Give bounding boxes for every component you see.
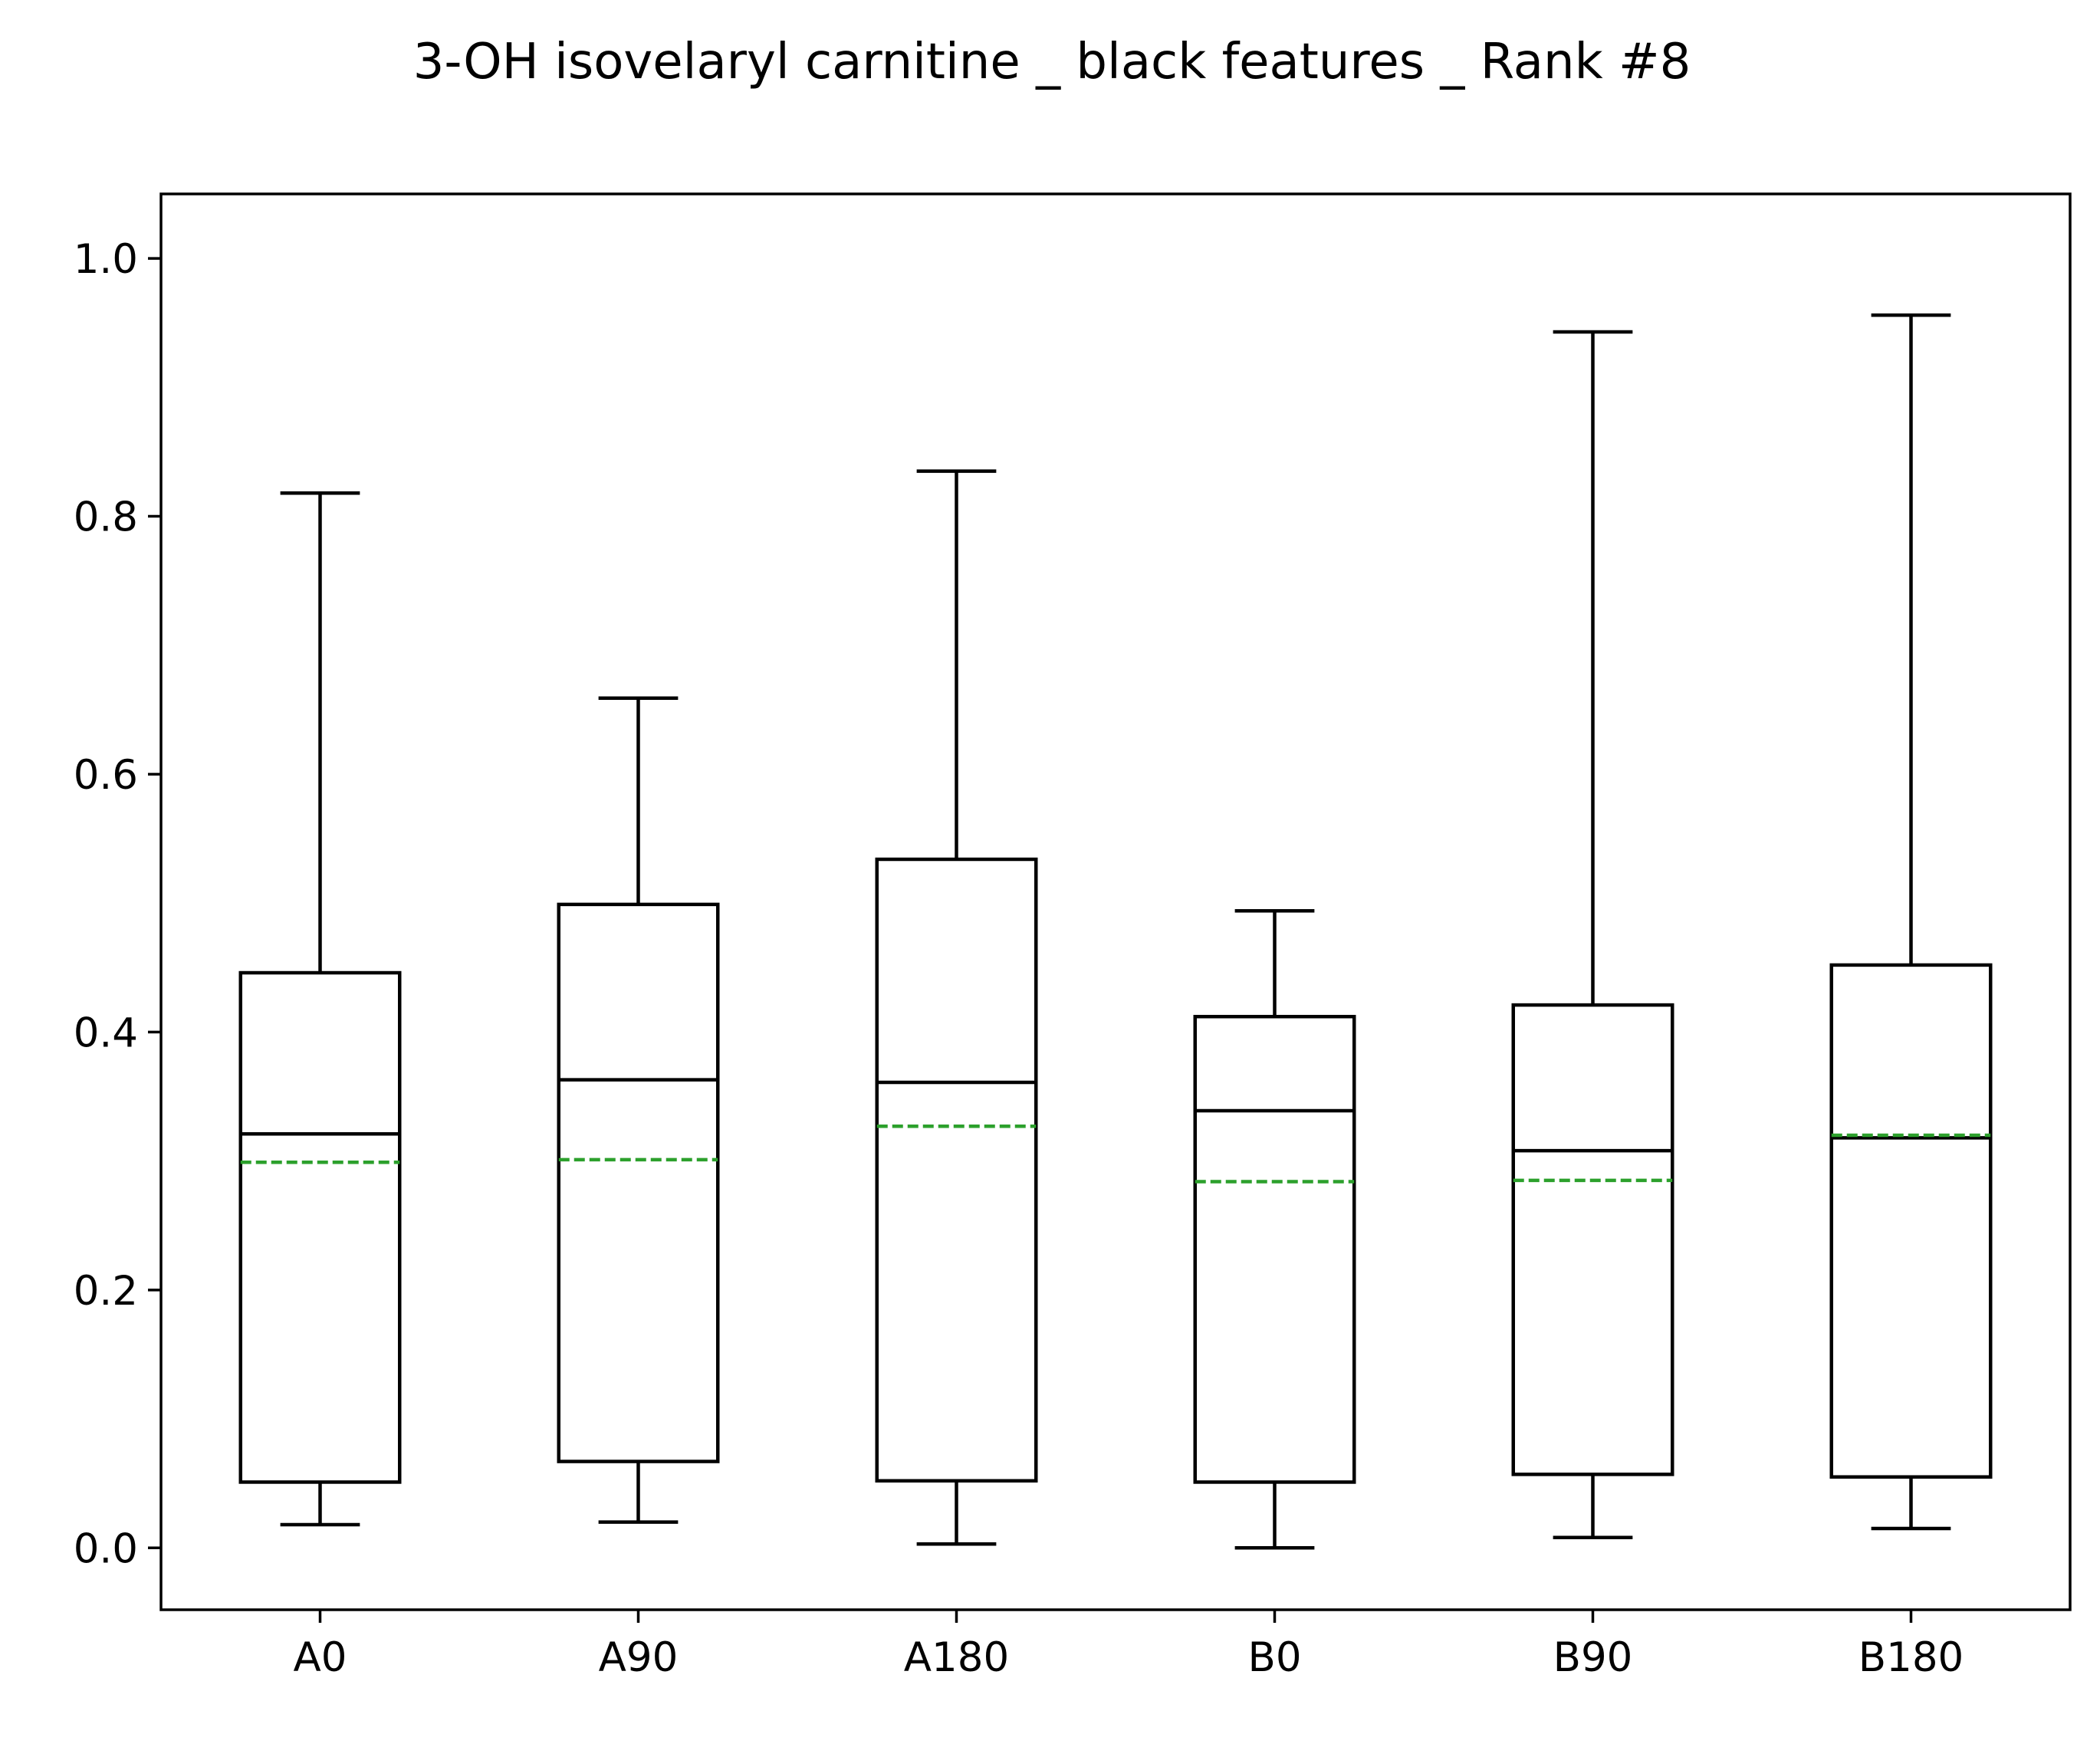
y-tick-label: 0.4 (74, 1010, 138, 1056)
y-tick-label: 0.8 (74, 494, 138, 541)
iqr-box (875, 857, 1038, 1483)
iqr-box (1829, 963, 1993, 1479)
y-tick-label: 0.6 (74, 752, 138, 799)
box-b0 (1193, 909, 1356, 1550)
iqr-box (1511, 1003, 1674, 1476)
iqr-box (238, 970, 402, 1484)
x-tick-label: B90 (1553, 1634, 1633, 1681)
x-tick-label: A180 (904, 1634, 1009, 1681)
x-tick-label: A90 (599, 1634, 679, 1681)
iqr-box (557, 902, 720, 1463)
x-tick-label: A0 (294, 1634, 347, 1681)
iqr-box (1193, 1014, 1356, 1484)
y-tick-label: 1.0 (74, 236, 138, 283)
plot-frame (159, 192, 2072, 1611)
y-tick-label: 0.2 (74, 1268, 138, 1315)
box-b180 (1829, 313, 1993, 1531)
box-a90 (557, 696, 720, 1524)
box-b90 (1511, 330, 1674, 1540)
x-tick-label: B0 (1247, 1634, 1301, 1681)
x-tick-label: B180 (1858, 1634, 1964, 1681)
box-a180 (875, 469, 1038, 1546)
box-a0 (238, 491, 402, 1527)
chart-title: 3-OH isovelaryl carnitine _ black featur… (413, 34, 1691, 90)
y-tick-label: 0.0 (74, 1525, 138, 1572)
plot-area: 0.0 0.2 0.4 0.6 0.8 1.0 A0 A90 A180 B0 B90 B180 (74, 192, 2072, 1681)
